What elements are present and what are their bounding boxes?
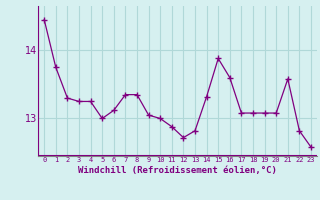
X-axis label: Windchill (Refroidissement éolien,°C): Windchill (Refroidissement éolien,°C) — [78, 166, 277, 175]
